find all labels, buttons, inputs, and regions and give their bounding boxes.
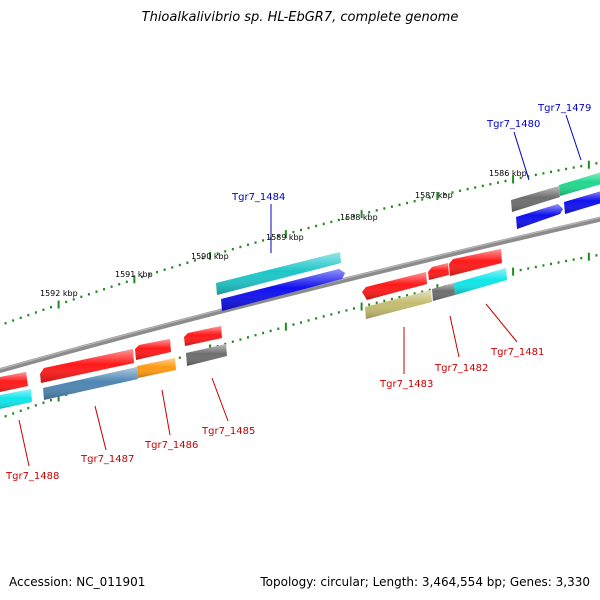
- ruler-label: 1587 kbp: [415, 191, 453, 200]
- ruler-label: 1592 kbp: [40, 289, 78, 298]
- gene-label-tgr7-1484[interactable]: Tgr7_1484: [231, 192, 285, 203]
- genome-title: Thioalkalivibrio sp. HL-EbGR7, complete …: [141, 10, 459, 25]
- leader-line: [513, 131, 530, 181]
- ruler-label: 1586 kbp: [489, 169, 527, 178]
- ruler-label: 1589 kbp: [266, 233, 304, 242]
- gene-label-tgr7-1482[interactable]: Tgr7_1482: [434, 363, 488, 374]
- gene-label-tgr7-1488[interactable]: Tgr7_1488: [5, 471, 59, 482]
- inner-position-ruler: [4, 252, 598, 418]
- leader-line: [161, 389, 171, 436]
- gene-label-tgr7-1485[interactable]: Tgr7_1485: [201, 426, 255, 437]
- gene-label-tgr7-1481[interactable]: Tgr7_1481: [490, 347, 544, 358]
- leader-line: [485, 303, 518, 343]
- topology-text: Topology: circular; Length: 3,464,554 bp…: [260, 575, 590, 589]
- gene-label-tgr7-1483[interactable]: Tgr7_1483: [379, 379, 433, 390]
- ruler-label: 1590 kbp: [191, 252, 229, 261]
- gene-label-tgr7-1479[interactable]: Tgr7_1479: [537, 103, 591, 114]
- leader-line: [94, 405, 107, 451]
- gene-label-tgr7-1486[interactable]: Tgr7_1486: [144, 440, 198, 451]
- gene-label-tgr7-1487[interactable]: Tgr7_1487: [80, 454, 134, 465]
- ruler-label: 1588 kbp: [340, 213, 378, 222]
- genome-backbone: [0, 216, 600, 374]
- accession-text: Accession: NC_011901: [9, 575, 146, 589]
- leader-line: [18, 419, 30, 467]
- leader-line: [565, 114, 582, 161]
- leader-line: [449, 315, 460, 358]
- ruler-label: 1591 kbp: [115, 270, 153, 279]
- leader-line: [211, 377, 229, 422]
- gene-label-tgr7-1480[interactable]: Tgr7_1480: [486, 119, 540, 130]
- outer-position-ruler: [4, 160, 598, 325]
